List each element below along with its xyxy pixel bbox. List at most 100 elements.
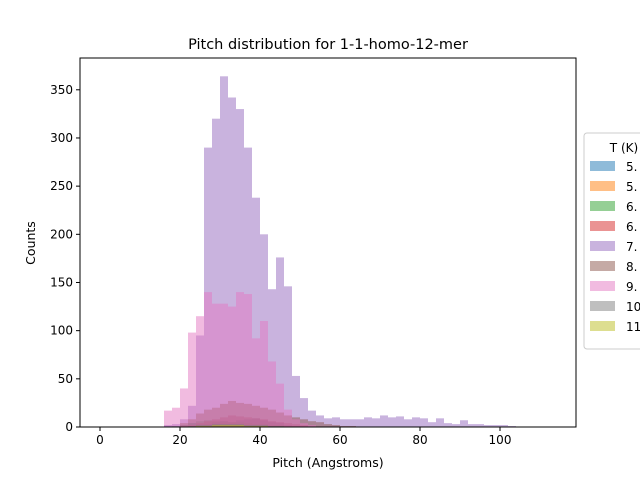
legend-label: 7. <box>626 240 637 254</box>
histogram-bar <box>220 76 228 427</box>
y-axis-label: Counts <box>23 221 38 265</box>
y-tick-label: 200 <box>50 227 73 241</box>
histogram-bar <box>244 294 252 427</box>
histogram-bar <box>500 425 508 427</box>
histogram-bar <box>236 292 244 427</box>
histogram-bar <box>228 425 236 427</box>
histogram-bar <box>380 415 388 427</box>
legend-label: 10 <box>626 300 640 314</box>
y-tick-label: 300 <box>50 131 73 145</box>
histogram-bar <box>452 424 460 427</box>
histogram-bar <box>332 417 340 427</box>
histogram-bar <box>420 418 428 427</box>
histogram-bar <box>252 197 260 427</box>
x-tick-label: 60 <box>332 433 347 447</box>
histogram-bar <box>468 424 476 427</box>
x-axis-label: Pitch (Angstroms) <box>272 455 383 470</box>
histogram-bar <box>188 332 196 427</box>
histogram-bar <box>260 321 268 427</box>
histogram-bar <box>396 416 404 427</box>
histogram-bar <box>364 417 372 427</box>
y-tick-label: 150 <box>50 275 73 289</box>
histogram-bars <box>164 76 516 428</box>
histogram-bar <box>316 415 324 427</box>
histogram-bar <box>388 417 396 427</box>
histogram-bar <box>212 303 220 427</box>
legend-swatch <box>590 201 615 211</box>
legend-swatch <box>590 261 615 271</box>
y-tick-label: 50 <box>58 372 73 386</box>
histogram-bar <box>276 257 284 427</box>
histogram-bar <box>308 410 316 427</box>
histogram-bar <box>348 419 356 427</box>
legend-label: 5. <box>626 180 637 194</box>
y-axis-ticks: 0 50 100 150 200 250 300 350 <box>50 83 80 434</box>
histogram-bar <box>172 407 180 427</box>
histogram-bar <box>244 147 252 427</box>
x-tick-label: 100 <box>489 433 512 447</box>
histogram-bar <box>356 419 364 427</box>
histogram-bar <box>444 423 452 427</box>
chart-title: Pitch distribution for 1-1-homo-12-mer <box>188 37 468 53</box>
histogram-bar <box>300 423 308 427</box>
y-tick-label: 350 <box>50 83 73 97</box>
histogram-bar <box>308 421 316 427</box>
histogram-bar <box>332 425 340 427</box>
histogram-bar <box>324 418 332 427</box>
histogram-bar <box>276 383 284 427</box>
legend-label: 5. <box>626 160 637 174</box>
histogram-bar <box>324 424 332 427</box>
plot-frame <box>79 57 577 428</box>
histogram-bar <box>292 419 300 427</box>
histogram-bar <box>300 398 308 427</box>
legend-swatch <box>590 321 615 331</box>
x-tick-label: 40 <box>252 433 267 447</box>
x-axis-ticks: 0 20 40 60 80 100 <box>96 427 511 447</box>
x-tick-label: 80 <box>412 433 427 447</box>
legend-label: 6. <box>626 220 637 234</box>
y-tick-label: 0 <box>65 420 73 434</box>
histogram-bar <box>316 422 324 427</box>
histogram-bar <box>484 425 492 427</box>
histogram-bar <box>204 292 212 427</box>
legend-label: 9. <box>626 280 637 294</box>
histogram-bar <box>428 422 436 427</box>
legend: T (K) 5. 5. 6. 6. 7. 8. 9. 10 11 <box>583 132 640 350</box>
histogram-bar <box>220 425 228 427</box>
histogram-bar <box>340 419 348 427</box>
histogram-bar <box>236 109 244 428</box>
histogram-bar <box>460 420 468 427</box>
legend-label: 8. <box>626 260 637 274</box>
histogram-bar <box>236 425 244 427</box>
histogram-bar <box>164 410 172 427</box>
histogram-bar <box>404 419 412 427</box>
histogram-bar <box>228 306 236 427</box>
histogram-bar <box>196 316 204 427</box>
x-tick-label: 0 <box>96 433 104 447</box>
legend-swatch <box>590 241 615 251</box>
histogram-bar <box>180 388 188 427</box>
histogram-bar <box>212 118 220 427</box>
legend-label: 11 <box>626 320 640 334</box>
histogram-bar <box>412 417 420 427</box>
legend-swatch <box>590 301 615 311</box>
histogram-bar <box>252 338 260 427</box>
histogram-bar <box>204 147 212 427</box>
legend-swatch <box>590 221 615 231</box>
histogram-bar <box>220 303 228 427</box>
legend-swatch <box>590 281 615 291</box>
histogram-bar <box>228 97 236 427</box>
legend-swatch <box>590 161 615 171</box>
legend-title: T (K) <box>609 141 638 155</box>
histogram-bar <box>268 289 276 427</box>
histogram-bar <box>492 425 500 427</box>
x-tick-label: 20 <box>172 433 187 447</box>
legend-swatch <box>590 181 615 191</box>
histogram-bar <box>476 424 484 427</box>
y-tick-label: 250 <box>50 179 73 193</box>
histogram-bar <box>284 286 292 427</box>
histogram-bar <box>308 425 316 427</box>
y-tick-label: 100 <box>50 324 73 338</box>
histogram-bar <box>372 418 380 427</box>
